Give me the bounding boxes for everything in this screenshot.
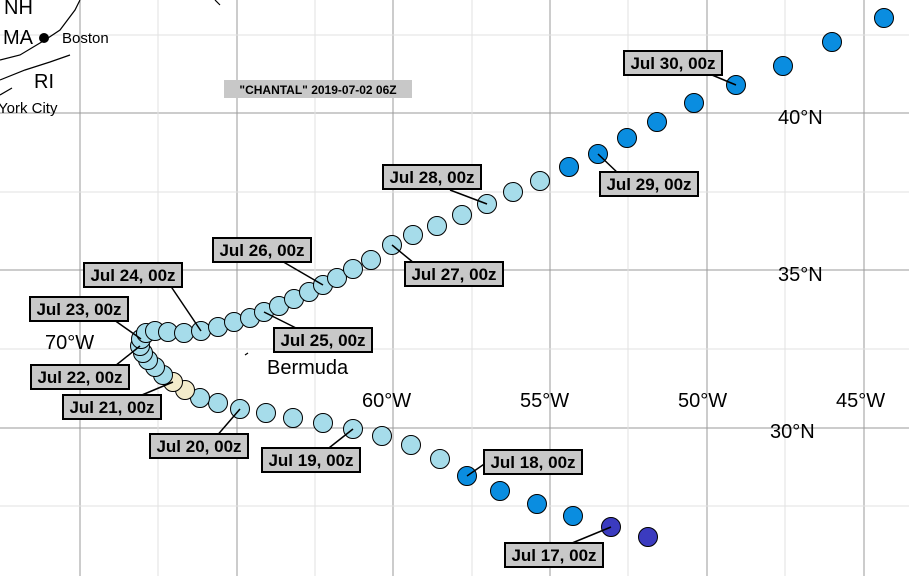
place-label: MA [3,27,34,49]
track-point [430,449,450,469]
track-point [617,128,637,148]
date-label: Jul 23, 00z [36,300,121,319]
date-label: Jul 30, 00z [630,54,715,73]
label-box [29,296,129,322]
leader-line [169,284,202,332]
city-marker [39,33,49,43]
date-label: Jul 24, 00z [90,266,175,285]
label-box [83,262,183,288]
place-label: Bermuda [267,357,349,379]
date-label: Jul 25, 00z [280,331,365,350]
track-point [313,413,333,433]
coastline [0,0,249,356]
track-point [563,506,583,526]
track-point [427,216,447,236]
track-point [647,112,667,132]
track-point [327,268,347,288]
title-box [224,80,412,98]
track-point [174,323,194,343]
label-box [382,164,482,190]
label-box [30,364,130,390]
track-point [559,157,579,177]
place-label: RI [34,71,54,93]
track-point [403,225,423,245]
date-label: Jul 29, 00z [606,175,691,194]
track-point [822,32,842,52]
track-point [530,171,550,191]
longitude-label: 60°W [362,390,411,412]
label-box [483,449,583,475]
date-label: Jul 27, 00z [411,265,496,284]
label-box [599,171,699,197]
latitude-label: 30°N [770,421,815,443]
label-box [62,394,162,420]
date-labels: Jul 17, 00z Jul 18, 00z Jul 19, 00z Jul 20,… [29,50,737,568]
date-label: Jul 20, 00z [156,437,241,456]
track-point [773,56,793,76]
date-label: Jul 18, 00z [490,453,575,472]
label-box [212,237,312,263]
date-label: Jul 17, 00z [511,546,596,565]
track-point [361,250,381,270]
label-box [149,433,249,459]
track-point [208,393,228,413]
track-point [503,182,523,202]
latitude-label: 35°N [778,264,823,286]
track-point [372,426,392,446]
track-point [283,408,303,428]
track-point [527,494,547,514]
place-label: NH [4,0,33,19]
date-label: Jul 21, 00z [69,398,154,417]
track-point [684,93,704,113]
track-point [343,259,363,279]
label-box [261,447,361,473]
date-label: Jul 26, 00z [219,241,304,260]
track-point [401,435,421,455]
title: "CHANTAL" 2019-07-02 06Z [239,83,396,97]
storm-track [130,8,894,547]
label-box [404,261,504,287]
label-box [504,542,604,568]
latitude-label: 40°N [778,107,823,129]
place-label: York City [0,100,58,117]
date-label: Jul 19, 00z [268,451,353,470]
track-point [638,527,658,547]
track-point [256,403,276,423]
track-point [452,205,472,225]
label-box [273,327,373,353]
longitude-label: 55°W [520,390,569,412]
track-point [490,481,510,501]
longitude-label: 50°W [678,390,727,412]
leader-line [449,189,488,205]
track-point [874,8,894,28]
date-label: Jul 22, 00z [37,368,122,387]
place-label: Boston [62,30,109,47]
leader-line [279,259,324,286]
date-label: Jul 28, 00z [389,168,474,187]
longitude-label: 45°W [836,390,885,412]
longitude-label: 70°W [45,332,94,354]
label-box [623,50,723,76]
